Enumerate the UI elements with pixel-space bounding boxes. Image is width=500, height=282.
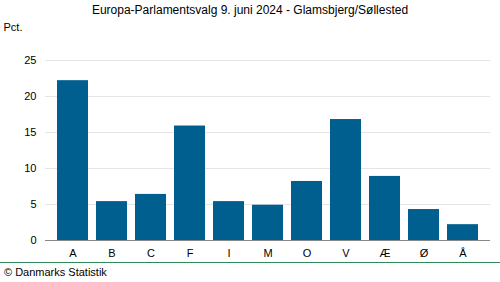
html-text:© Danmarks Statistik: © Danmarks Statistik — [4, 266, 107, 278]
svg-text:O: O — [303, 247, 312, 259]
html-text:Europa-Parlamentsvalg 9. juni: Europa-Parlamentsvalg 9. juni 2024 - Gla… — [91, 3, 409, 17]
svg-text:I: I — [227, 247, 230, 259]
svg-text:Æ: Æ — [380, 247, 391, 259]
svg-text:Ø: Ø — [420, 247, 429, 259]
svg-text:20: 20 — [24, 90, 36, 102]
svg-text:15: 15 — [24, 126, 36, 138]
svg-text:0: 0 — [30, 234, 36, 246]
svg-text:Pct.: Pct. — [4, 21, 23, 33]
svg-text:B: B — [108, 247, 115, 259]
svg-text:A: A — [69, 247, 77, 259]
svg-text:C: C — [147, 247, 155, 259]
svg-text:5: 5 — [30, 198, 36, 210]
svg-text:V: V — [342, 247, 350, 259]
svg-text:25: 25 — [24, 54, 36, 66]
svg-text:10: 10 — [24, 162, 36, 174]
svg-text:Å: Å — [459, 247, 467, 259]
svg-text:M: M — [263, 247, 272, 259]
svg-text:F: F — [187, 247, 194, 259]
